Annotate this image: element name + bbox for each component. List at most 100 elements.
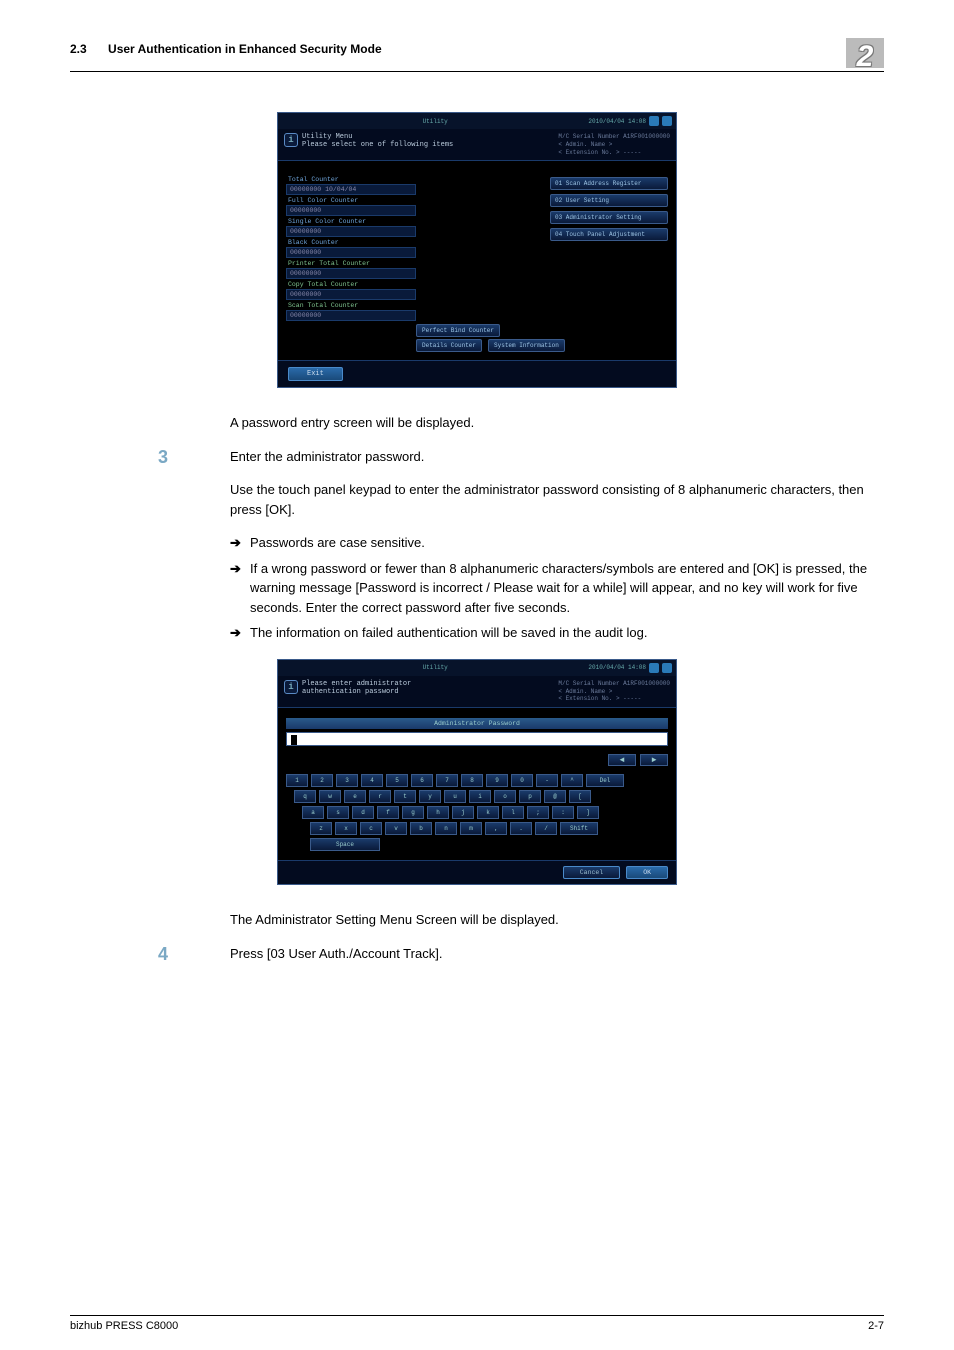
- keyboard-key[interactable]: ^: [561, 774, 583, 787]
- keyboard-key[interactable]: r: [369, 790, 391, 803]
- menu-button[interactable]: 02 User Setting: [550, 194, 668, 207]
- keyboard-key[interactable]: u: [444, 790, 466, 803]
- keyboard-key[interactable]: g: [402, 806, 424, 819]
- keyboard-key[interactable]: s: [327, 806, 349, 819]
- keyboard-key[interactable]: a: [302, 806, 324, 819]
- keyboard-key[interactable]: [: [569, 790, 591, 803]
- counter-value: 00000000: [286, 205, 416, 216]
- info-button[interactable]: Details Counter: [416, 339, 482, 352]
- help-icon: [649, 116, 659, 126]
- arrow-left-button[interactable]: ◄: [608, 754, 636, 766]
- keyboard-key[interactable]: 6: [411, 774, 433, 787]
- ss2-header-line1: Please enter administrator: [302, 680, 411, 688]
- keyboard-key[interactable]: 3: [336, 774, 358, 787]
- keyboard-key[interactable]: v: [385, 822, 407, 835]
- keyboard-key[interactable]: 1: [286, 774, 308, 787]
- keyboard-key[interactable]: t: [394, 790, 416, 803]
- keyboard-key[interactable]: y: [419, 790, 441, 803]
- keyboard-key[interactable]: z: [310, 822, 332, 835]
- keyboard-key[interactable]: 4: [361, 774, 383, 787]
- ss1-ext: < Extension No. > -----: [558, 149, 670, 157]
- footer-page-number: 2-7: [868, 1320, 884, 1332]
- step-3-para: Use the touch panel keypad to enter the …: [230, 480, 884, 519]
- counters-panel: Total Counter00000000 10/04/04Full Color…: [286, 175, 416, 322]
- password-input[interactable]: [286, 732, 668, 746]
- counter-value: 00000000: [286, 289, 416, 300]
- keyboard-key[interactable]: h: [427, 806, 449, 819]
- ss2-title: Utility: [282, 664, 588, 671]
- keyboard-key[interactable]: j: [452, 806, 474, 819]
- counter-label: Copy Total Counter: [286, 280, 416, 289]
- perfect-bind-counter-button[interactable]: Perfect Bind Counter: [416, 324, 500, 337]
- footer-product: bizhub PRESS C8000: [70, 1320, 178, 1332]
- keyboard-key[interactable]: p: [519, 790, 541, 803]
- keyboard-key[interactable]: o: [494, 790, 516, 803]
- counter-label: Printer Total Counter: [286, 259, 416, 268]
- keyboard-key[interactable]: e: [344, 790, 366, 803]
- info-button[interactable]: System Information: [488, 339, 565, 352]
- keyboard-key[interactable]: .: [510, 822, 532, 835]
- keyboard-key[interactable]: :: [552, 806, 574, 819]
- bullet-text: The information on failed authentication…: [250, 623, 647, 643]
- keyboard-key[interactable]: i: [469, 790, 491, 803]
- page-header: 2.3 User Authentication in Enhanced Secu…: [70, 30, 884, 72]
- cancel-button[interactable]: Cancel: [563, 866, 620, 879]
- keyboard-key[interactable]: x: [335, 822, 357, 835]
- ss2-admin: < Admin. Name >: [558, 688, 670, 696]
- bullet-text: If a wrong password or fewer than 8 alph…: [250, 559, 884, 618]
- menu-button[interactable]: 03 Administrator Setting: [550, 211, 668, 224]
- keyboard-key[interactable]: Shift: [560, 822, 598, 835]
- keyboard-key[interactable]: /: [535, 822, 557, 835]
- keyboard-key[interactable]: 2: [311, 774, 333, 787]
- bullet-arrow-icon: ➔: [230, 533, 250, 553]
- counter-label: Single Color Counter: [286, 217, 416, 226]
- ok-button[interactable]: OK: [626, 866, 668, 879]
- ss1-title: Utility: [282, 118, 588, 125]
- keyboard-key[interactable]: l: [502, 806, 524, 819]
- keyboard-key[interactable]: 9: [486, 774, 508, 787]
- step-3-lead: Enter the administrator password.: [230, 447, 884, 467]
- keyboard-key[interactable]: 8: [461, 774, 483, 787]
- keyboard-key[interactable]: q: [294, 790, 316, 803]
- space-key[interactable]: Space: [310, 838, 380, 851]
- counter-label: Full Color Counter: [286, 196, 416, 205]
- menu-button[interactable]: 01 Scan Address Register: [550, 177, 668, 190]
- arrow-right-button[interactable]: ►: [640, 754, 668, 766]
- keyboard-key[interactable]: -: [536, 774, 558, 787]
- keyboard-key[interactable]: ,: [485, 822, 507, 835]
- keyboard-key[interactable]: k: [477, 806, 499, 819]
- keyboard-key[interactable]: c: [360, 822, 382, 835]
- keyboard-key[interactable]: @: [544, 790, 566, 803]
- keyboard-key[interactable]: 0: [511, 774, 533, 787]
- right-button-panel: 01 Scan Address Register 02 User Setting 0…: [416, 175, 668, 322]
- keyboard-row-1: 1234567890-^Del: [286, 774, 668, 787]
- keyboard-row-2: qwertyuiop@[: [294, 790, 668, 803]
- keyboard-key[interactable]: m: [460, 822, 482, 835]
- keyboard-key[interactable]: Del: [586, 774, 624, 787]
- ss2-ext: < Extension No. > -----: [558, 695, 670, 703]
- help-icon: [649, 663, 659, 673]
- exit-button[interactable]: Exit: [288, 367, 343, 381]
- keyboard-key[interactable]: n: [435, 822, 457, 835]
- keyboard-key[interactable]: w: [319, 790, 341, 803]
- keyboard-key[interactable]: b: [410, 822, 432, 835]
- step-3-number: 3: [70, 447, 230, 468]
- step-4-number: 4: [70, 944, 230, 965]
- keyboard-key[interactable]: 7: [436, 774, 458, 787]
- counter-value: 00000000: [286, 310, 416, 321]
- ss1-serial: M/C Serial Number A1RF001000000: [558, 133, 670, 141]
- keyboard-key[interactable]: f: [377, 806, 399, 819]
- password-panel-title: Administrator Password: [286, 718, 668, 729]
- info-icon: i: [284, 133, 298, 147]
- chapter-badge: 2: [846, 30, 884, 68]
- admin-password-screenshot: Utility 2010/04/04 14:08 i Please enter …: [277, 659, 677, 885]
- keyboard-key[interactable]: ]: [577, 806, 599, 819]
- keyboard-key[interactable]: 5: [386, 774, 408, 787]
- keyboard-key[interactable]: ;: [527, 806, 549, 819]
- info-icon: i: [284, 680, 298, 694]
- menu-button[interactable]: 04 Touch Panel Adjustment: [550, 228, 668, 241]
- ss2-serial: M/C Serial Number A1RF001000000: [558, 680, 670, 688]
- keyboard-key[interactable]: d: [352, 806, 374, 819]
- counter-label: Total Counter: [286, 175, 416, 184]
- counter-value: 00000000: [286, 247, 416, 258]
